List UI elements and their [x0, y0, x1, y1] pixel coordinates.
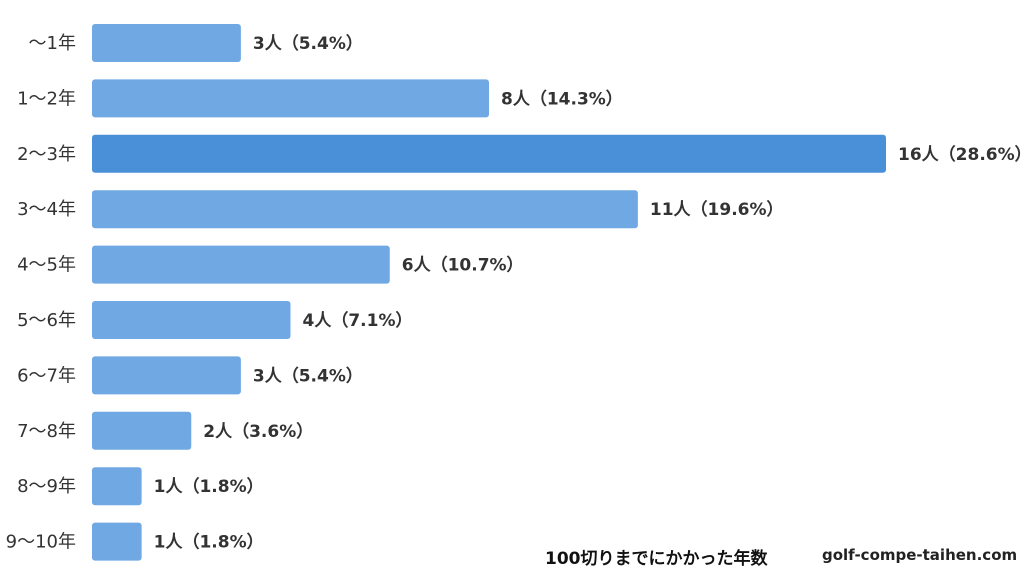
- category-label-0: 〜1年: [29, 33, 76, 54]
- category-label-7: 7〜8年: [17, 421, 76, 442]
- value-label-0: 3人（5.4%）: [253, 33, 363, 54]
- bar-4: [92, 245, 390, 284]
- value-label-6: 3人（5.4%）: [253, 365, 363, 386]
- site-credit: golf-compe-taihen.com: [822, 546, 1018, 564]
- chart-title: 100切りまでにかかった年数: [545, 549, 768, 569]
- bar-1: [92, 79, 489, 118]
- category-label-4: 4〜5年: [17, 255, 76, 276]
- bar-7: [92, 411, 192, 450]
- value-label-1: 8人（14.3%）: [501, 88, 623, 109]
- bar-8: [92, 467, 142, 506]
- value-label-4: 6人（10.7%）: [402, 255, 524, 276]
- value-label-5: 4人（7.1%）: [303, 310, 413, 331]
- bar-3: [92, 190, 638, 229]
- category-label-6: 6〜7年: [17, 365, 76, 386]
- category-label-3: 3〜4年: [17, 199, 76, 220]
- category-label-2: 2〜3年: [17, 144, 76, 165]
- bar-0: [92, 24, 241, 62]
- bar-6: [92, 356, 241, 395]
- value-label-8: 1人（1.8%）: [154, 476, 264, 497]
- value-label-7: 2人（3.6%）: [203, 421, 313, 442]
- value-label-2: 16人（28.6%）: [898, 144, 1024, 165]
- value-label-3: 11人（19.6%）: [650, 199, 784, 220]
- category-label-1: 1〜2年: [17, 88, 76, 109]
- category-label-9: 9〜10年: [6, 532, 76, 553]
- bars-layer: 〜1年 3人（5.4%） 1〜2年 8人（14.3%） 2〜3年 16人（28.6%） 3〜…: [6, 24, 1024, 561]
- category-label-5: 5〜6年: [17, 310, 76, 331]
- value-label-9: 1人（1.8%）: [154, 532, 264, 553]
- bar-9: [92, 522, 142, 561]
- bar-5: [92, 301, 291, 339]
- bar-2: [92, 134, 886, 173]
- category-label-8: 8〜9年: [17, 476, 76, 497]
